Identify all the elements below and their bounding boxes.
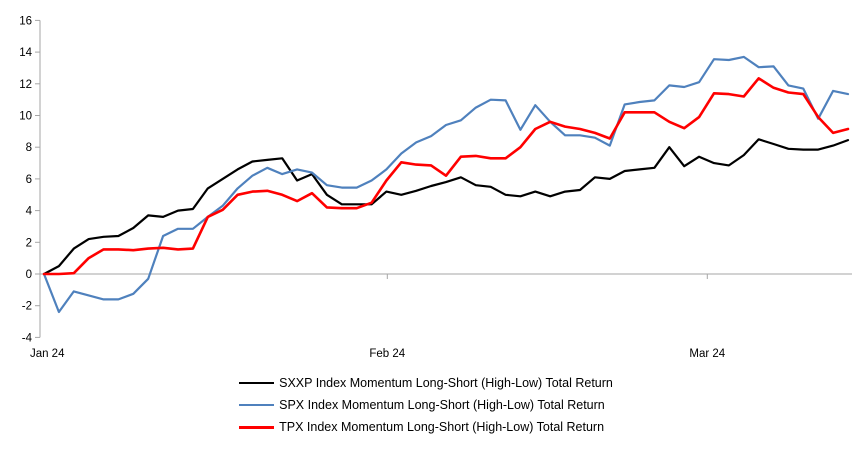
y-axis-tick-label: 12 <box>19 79 32 91</box>
series-line-2 <box>42 77 850 276</box>
series-line-0 <box>42 138 850 276</box>
x-axis-tick-label: Jan 24 <box>30 348 65 360</box>
chart-legend-items: SXXP Index Momentum Long-Short (High-Low… <box>239 375 613 435</box>
y-axis-tick-label: -2 <box>22 301 32 313</box>
y-axis-tick-label: 4 <box>26 206 33 218</box>
legend-label: SXXP Index Momentum Long-Short (High-Low… <box>279 376 613 390</box>
legend-item-0: SXXP Index Momentum Long-Short (High-Low… <box>239 375 613 391</box>
y-axis-tick-label: 0 <box>26 269 32 281</box>
y-axis-tick-label: 16 <box>19 15 32 27</box>
y-axis-tick-label: 14 <box>19 47 32 59</box>
y-axis-tick-label: 10 <box>19 111 32 123</box>
legend-line-swatch <box>239 382 275 384</box>
legend-label: TPX Index Momentum Long-Short (High-Low)… <box>279 420 605 434</box>
legend-line-swatch <box>239 425 275 429</box>
legend-item-1: SPX Index Momentum Long-Short (High-Low)… <box>239 397 613 413</box>
legend-label: SPX Index Momentum Long-Short (High-Low)… <box>279 398 605 412</box>
legend-item-2: TPX Index Momentum Long-Short (High-Low)… <box>239 419 613 435</box>
y-axis-tick-label: 2 <box>26 237 32 249</box>
x-axis-tick-label: Mar 24 <box>689 348 725 360</box>
chart-legend: SXXP Index Momentum Long-Short (High-Low… <box>0 375 852 435</box>
legend-line-swatch <box>239 404 275 406</box>
y-axis-tick-label: 6 <box>26 174 32 186</box>
y-axis-tick-label: -4 <box>22 332 33 344</box>
series-line-1 <box>42 55 850 314</box>
x-axis-tick-label: Feb 24 <box>369 348 405 360</box>
y-axis-tick-label: 8 <box>26 142 32 154</box>
